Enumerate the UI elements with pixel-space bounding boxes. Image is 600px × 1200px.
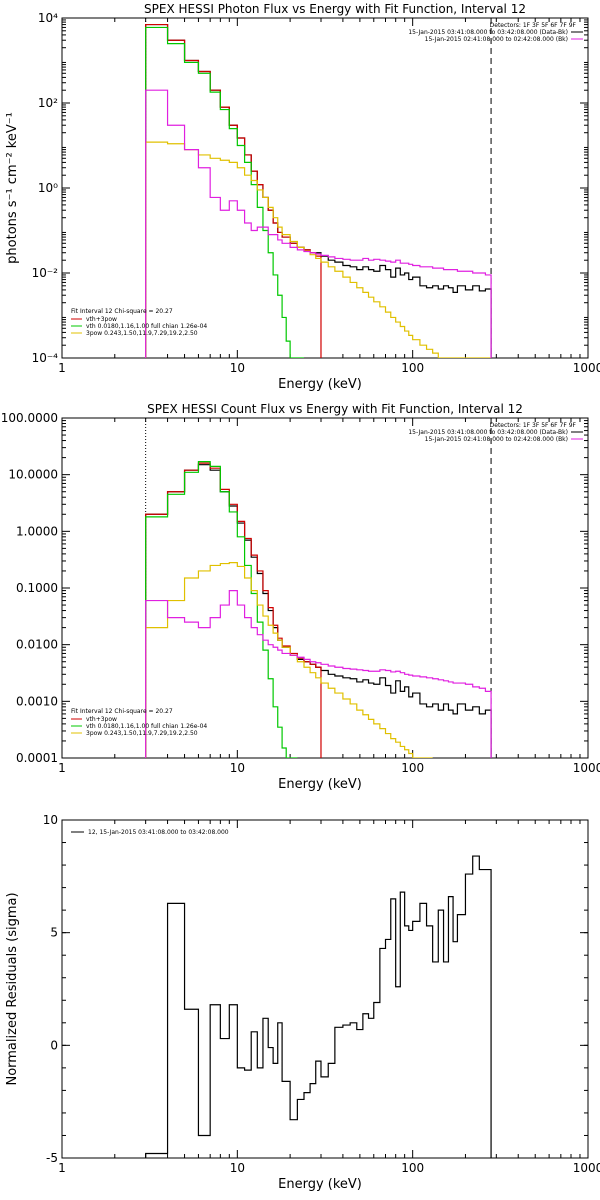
chart-panel-3: 1 10 100 1000 -5 0 5 10 Energy (keV) Normalized R… bbox=[5, 813, 600, 1192]
y-tick-label: 10⁴ bbox=[38, 11, 58, 25]
y-tick-label: 0 bbox=[50, 1038, 58, 1052]
y-tick-label: 0.1000 bbox=[16, 581, 58, 595]
y-tick-label: 0.0010 bbox=[16, 694, 58, 708]
y-tick-label: 5 bbox=[50, 926, 58, 940]
series-line-3pow bbox=[145, 562, 433, 758]
fit-legend-text: vth+3pow bbox=[86, 316, 117, 323]
detector-text: Detectors: 1F 3F 5F 6F 7F 9F bbox=[490, 422, 577, 429]
x-tick-label: 10 bbox=[230, 361, 245, 375]
y-tick-label: 0.0001 bbox=[16, 751, 58, 765]
x-tick-label: 1 bbox=[58, 361, 66, 375]
y-tick-label: 10.0000 bbox=[8, 468, 58, 482]
chart-title: SPEX HESSI Photon Flux vs Energy with Fi… bbox=[144, 2, 526, 16]
x-tick-label: 100 bbox=[401, 761, 424, 775]
x-tick-label: 10 bbox=[230, 1161, 245, 1175]
series-line-data-bk bbox=[145, 464, 492, 758]
x-tick-label: 1000 bbox=[573, 761, 600, 775]
chart-panel-1: 1 10 100 1000 10⁻⁴ 10⁻² 10⁰ 10² 10⁴ SPEX HESSI Ph… bbox=[5, 2, 600, 392]
fit-legend-text: vth 0.0180,1.16,1.00 full chian 1.26e-04 bbox=[86, 323, 207, 330]
y-tick-label: 10⁻² bbox=[32, 266, 59, 280]
x-axis-label: Energy (keV) bbox=[278, 777, 362, 792]
fit-header-text: Fit Interval 12 Chi-square = 20.27 bbox=[71, 308, 173, 315]
plot-frame bbox=[61, 417, 589, 759]
x-tick-label: 1 bbox=[58, 1161, 66, 1175]
series-line-vth bbox=[145, 461, 298, 758]
x-tick-label: 100 bbox=[401, 361, 424, 375]
y-tick-label: 10⁻⁴ bbox=[32, 351, 59, 365]
fit-legend-text: vth 0.0180,1.16,1.00 full chian 1.26e-04 bbox=[86, 723, 207, 730]
legend-time-text: 15-Jan-2015 02:41:08.000 to 02:42:08.000… bbox=[425, 36, 568, 43]
plot-frame bbox=[61, 17, 589, 359]
plot-frame bbox=[61, 819, 589, 1159]
fit-legend-text: 3pow 0.243,1.50,11.9,7.29,19.2,2.50 bbox=[86, 730, 198, 737]
residual-legend-text: 12, 15-Jan-2015 03:41:08.000 to 03:42:08… bbox=[88, 829, 229, 836]
x-tick-label: 10 bbox=[230, 761, 245, 775]
y-tick-label: 0.0100 bbox=[16, 638, 58, 652]
detector-text: Detectors: 1F 3F 5F 6F 7F 9F bbox=[490, 22, 577, 29]
x-tick-label: 1000 bbox=[573, 361, 600, 375]
chart-title: SPEX HESSI Count Flux vs Energy with Fit… bbox=[147, 402, 523, 416]
x-axis-label: Energy (keV) bbox=[278, 1177, 362, 1192]
legend-time-text: 15-Jan-2015 03:41:08.000 to 03:42:08.000… bbox=[408, 29, 568, 36]
fit-legend-text: 3pow 0.243,1.50,11.9,7.29,19.2,2.50 bbox=[86, 330, 198, 337]
y-tick-label: 1.0000 bbox=[16, 524, 58, 538]
series-line-bk bbox=[145, 89, 492, 358]
series-line-residuals bbox=[145, 855, 492, 1158]
series-line-vth bbox=[145, 26, 304, 358]
series-line-3pow bbox=[145, 141, 492, 358]
x-tick-label: 100 bbox=[401, 1161, 424, 1175]
x-tick-label: 1000 bbox=[573, 1161, 600, 1175]
series-line-data-bk bbox=[145, 23, 492, 358]
y-tick-label: 10² bbox=[38, 96, 58, 110]
y-axis-label: photons s⁻¹ cm⁻² keV⁻¹ bbox=[5, 112, 20, 264]
y-tick-label: 10 bbox=[43, 813, 58, 827]
y-tick-label: 100.0000 bbox=[1, 411, 58, 425]
series-line-bk bbox=[145, 589, 492, 758]
y-tick-label: -5 bbox=[46, 1151, 58, 1165]
legend-time-text: 15-Jan-2015 02:41:08.000 to 02:42:08.000… bbox=[425, 436, 568, 443]
x-tick-label: 1 bbox=[58, 761, 66, 775]
chart-panel-2: 1 10 100 1000 0.0001 0.0010 0.0100 0.1000 1.0000… bbox=[1, 402, 600, 792]
legend-time-text: 15-Jan-2015 03:41:08.000 to 03:42:08.000… bbox=[408, 429, 568, 436]
fit-header-text: Fit Interval 12 Chi-square = 20.27 bbox=[71, 708, 173, 715]
fit-legend-text: vth+3pow bbox=[86, 716, 117, 723]
x-axis-label: Energy (keV) bbox=[278, 377, 362, 392]
y-tick-label: 10⁰ bbox=[38, 181, 58, 195]
y-axis-label: Normalized Residuals (sigma) bbox=[5, 892, 20, 1085]
